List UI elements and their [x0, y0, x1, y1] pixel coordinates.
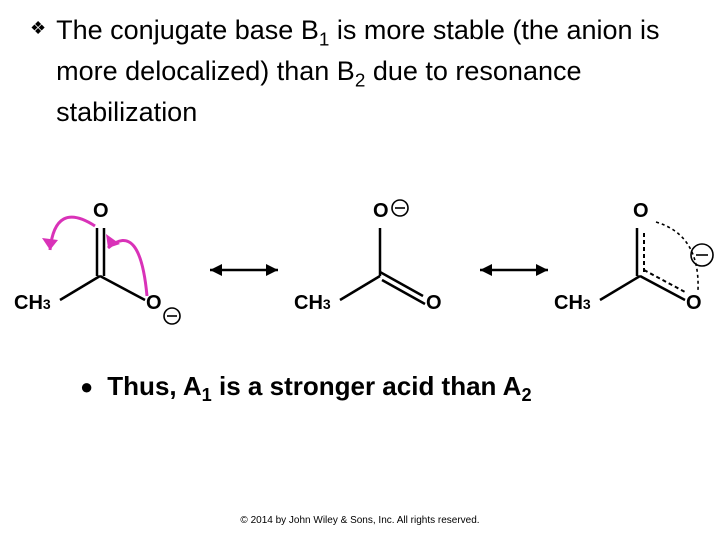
text-sub-1: 1: [319, 29, 330, 50]
main-bullet-row: ❖ The conjugate base B1 is more stable (…: [0, 0, 720, 130]
label-o-3right: O: [686, 292, 702, 315]
label-o-2top: O: [373, 200, 389, 223]
structure-3: [600, 222, 713, 300]
label-ch3-3: CH3: [554, 292, 591, 315]
resonance-arrow-1: [210, 264, 278, 276]
sub-bullet-row: ● Thus, A1 is a stronger acid than A2: [0, 350, 720, 408]
label-o-2right: O: [426, 292, 442, 315]
copyright-text: © 2014 by John Wiley & Sons, Inc. All ri…: [0, 515, 720, 526]
label-o-3top: O: [633, 200, 649, 223]
dot-bullet-icon: ●: [80, 374, 93, 400]
bold-part-1: Thus, A: [107, 371, 201, 401]
chemistry-svg: [0, 150, 720, 350]
bold-part-2: is a stronger acid than A: [212, 371, 522, 401]
bold-sub-2: 2: [521, 385, 531, 405]
label-o-1right: O: [146, 292, 162, 315]
label-o-1top: O: [93, 200, 109, 223]
resonance-arrow-2: [480, 264, 548, 276]
resonance-diagram: CH3 O O CH3 O O CH3 O O: [0, 150, 720, 350]
sub-bullet-text: Thus, A1 is a stronger acid than A2: [107, 370, 531, 408]
text-part-1: The conjugate base B: [56, 15, 319, 45]
bold-sub-1: 1: [202, 385, 212, 405]
label-ch3-2: CH3: [294, 292, 331, 315]
main-bullet-text: The conjugate base B1 is more stable (th…: [56, 12, 690, 130]
label-ch3-1: CH3: [14, 292, 51, 315]
diamond-bullet-icon: ❖: [30, 18, 46, 39]
text-sub-2: 2: [355, 70, 366, 91]
